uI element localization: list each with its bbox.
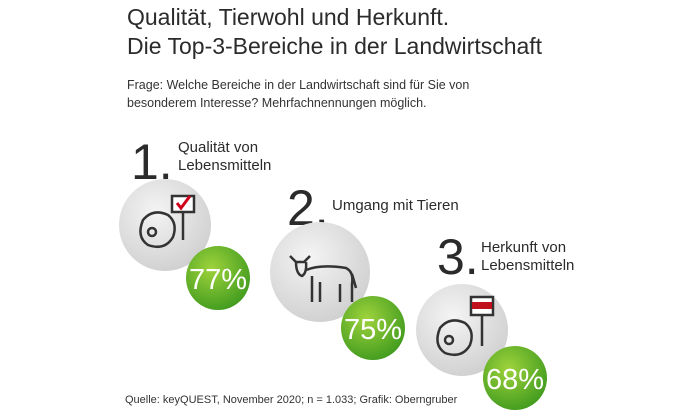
item-label: Umgang mit Tieren (332, 197, 459, 214)
icon-circle (270, 222, 370, 322)
item-label: Lebensmitteln (481, 257, 574, 274)
title-line: Die Top-3-Bereiche in der Landwirtschaft (127, 33, 543, 59)
rank: 3. (437, 229, 479, 285)
value-label: 75% (344, 314, 402, 346)
value-label: 77% (189, 264, 247, 296)
meat-flag-icon (436, 295, 495, 356)
value-circle (483, 346, 547, 410)
value-circle (341, 296, 405, 360)
item-label: Qualität von (178, 139, 258, 156)
item-label: Herkunft von (481, 239, 566, 256)
cow-icon (289, 255, 358, 302)
meat-icon (139, 194, 196, 248)
value-label: 68% (486, 364, 544, 396)
value-circle (186, 246, 250, 310)
question-line: Frage: Welche Bereiche in der Landwirtsc… (127, 78, 469, 92)
title-line: Qualität, Tierwohl und Herkunft. (127, 4, 449, 30)
item-label: Lebensmitteln (178, 157, 271, 174)
source: Quelle: keyQUEST, November 2020; n = 1.0… (125, 394, 458, 406)
question-line: besonderem Interesse? Mehrfachnennungen … (127, 96, 427, 110)
